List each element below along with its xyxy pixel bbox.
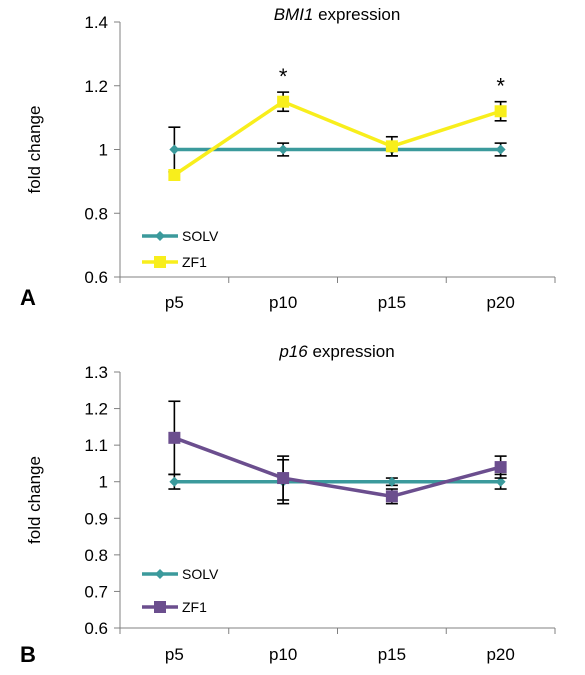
legend-swatch-marker [155, 569, 165, 579]
data-point [169, 144, 180, 155]
series-line [173, 436, 502, 499]
legend-swatch-marker [154, 256, 166, 268]
y-tick-label: 1.2 [84, 400, 108, 419]
chart-title: BMI1 expression [274, 5, 401, 24]
y-tick-label: 1.4 [84, 13, 108, 32]
significance-marker: * [496, 74, 505, 99]
data-point [385, 140, 398, 153]
data-point [494, 461, 507, 474]
data-point [278, 144, 289, 155]
data-point [495, 476, 506, 487]
x-tick-label: p5 [165, 645, 184, 664]
data-point [495, 144, 506, 155]
panel-letter: B [20, 642, 36, 667]
legend: SOLV ZF1 [142, 566, 219, 615]
series-line [173, 99, 502, 177]
x-tick-label: p20 [486, 293, 514, 312]
y-tick-label: 1.3 [84, 363, 108, 382]
x-tick-label: p10 [269, 293, 297, 312]
series-zf1 [168, 400, 507, 505]
data-point [169, 476, 180, 487]
series-solv [168, 126, 507, 173]
data-point [277, 472, 290, 485]
y-axis-title: fold change [25, 106, 44, 194]
series-solv [168, 458, 507, 505]
y-tick-label: 1.1 [84, 436, 108, 455]
x-tick-label: p5 [165, 293, 184, 312]
y-tick-label: 0.8 [84, 546, 108, 565]
y-tick-label: 1.2 [84, 77, 108, 96]
chart-title: p16 expression [278, 342, 394, 361]
y-tick-label: 1 [99, 473, 108, 492]
chart-panel-b: p16 expression 0.6 0.7 0.8 0.9 1 1.1 1.2 1.3 p5 p1… [20, 342, 556, 667]
legend: SOLV ZF1 [142, 228, 219, 270]
data-point [168, 169, 181, 181]
y-tick-label: 1 [99, 141, 108, 160]
data-point [494, 105, 507, 118]
data-point [385, 490, 398, 503]
legend-swatch-marker [155, 231, 165, 241]
legend-label: SOLV [182, 228, 219, 244]
x-tick-label: p15 [378, 645, 406, 664]
legend-label: SOLV [182, 566, 219, 582]
series-zf1 [168, 91, 507, 181]
y-tick-label: 0.6 [84, 619, 108, 638]
panel-letter: A [20, 285, 36, 310]
data-point [277, 95, 290, 108]
data-point [168, 431, 181, 444]
data-point [386, 476, 397, 487]
legend-label: ZF1 [182, 254, 207, 270]
legend-label: ZF1 [182, 599, 207, 615]
chart-title-gene: p16 [278, 342, 308, 361]
y-axis-title: fold change [25, 456, 44, 544]
chart-title-rest: expression [308, 342, 395, 361]
y-tick-label: 0.8 [84, 204, 108, 223]
legend-swatch-marker [154, 601, 166, 613]
y-tick-label: 0.7 [84, 582, 108, 601]
y-tick-label: 0.9 [84, 509, 108, 528]
significance-marker: * [279, 64, 288, 89]
chart-title-gene: BMI1 [274, 5, 314, 24]
x-tick-label: p15 [378, 293, 406, 312]
chart-panel-a: BMI1 expression 0.6 0.8 1 1.2 1.4 p5 p10 p15 p20 f… [20, 5, 556, 312]
chart-title-rest: expression [313, 5, 400, 24]
y-tick-label: 0.6 [84, 268, 108, 287]
x-tick-label: p20 [486, 645, 514, 664]
x-tick-label: p10 [269, 645, 297, 664]
